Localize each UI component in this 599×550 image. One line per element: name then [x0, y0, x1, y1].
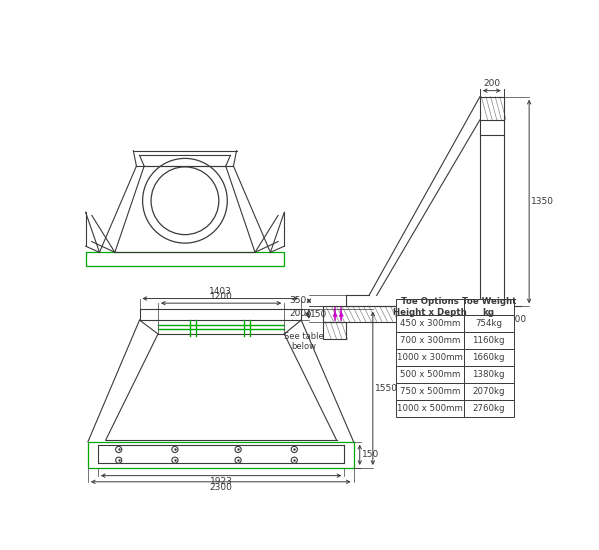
Text: 200: 200: [509, 316, 526, 324]
Text: 1000 x 300mm: 1000 x 300mm: [397, 353, 463, 362]
Text: 200: 200: [483, 79, 500, 89]
Text: 750 x 500mm: 750 x 500mm: [400, 387, 460, 396]
Bar: [396, 383, 464, 400]
Text: 450 x 300mm: 450 x 300mm: [400, 320, 460, 328]
Text: 754kg: 754kg: [475, 320, 502, 328]
Text: 1660kg: 1660kg: [473, 353, 505, 362]
Bar: [464, 400, 514, 417]
Text: 2070kg: 2070kg: [473, 387, 505, 396]
Bar: [464, 299, 514, 316]
Text: 1160kg: 1160kg: [473, 337, 505, 345]
Bar: [396, 316, 464, 332]
Bar: [396, 349, 464, 366]
Text: 2300: 2300: [209, 483, 232, 492]
Bar: [86, 252, 285, 266]
Text: 1550: 1550: [375, 384, 398, 393]
Text: 150: 150: [362, 450, 379, 459]
Text: 1923: 1923: [210, 477, 232, 486]
Bar: [396, 332, 464, 349]
Bar: [396, 400, 464, 417]
Text: 2760kg: 2760kg: [473, 404, 505, 413]
Text: 1200: 1200: [210, 292, 232, 301]
Text: 1000 x 500mm: 1000 x 500mm: [397, 404, 463, 413]
Text: 350: 350: [289, 296, 307, 305]
Text: 1350: 1350: [531, 197, 555, 206]
Bar: [323, 306, 504, 322]
Bar: [323, 322, 346, 339]
Text: 700 x 300mm: 700 x 300mm: [400, 337, 460, 345]
Bar: [396, 366, 464, 383]
Bar: [464, 366, 514, 383]
Bar: [464, 332, 514, 349]
Text: Toe Options
Height x Depth: Toe Options Height x Depth: [393, 298, 467, 317]
Text: See table
below: See table below: [284, 332, 323, 351]
Text: 200: 200: [289, 310, 307, 318]
Bar: [396, 299, 464, 316]
Bar: [88, 442, 353, 468]
Text: 500 x 500mm: 500 x 500mm: [400, 370, 460, 380]
Bar: [464, 316, 514, 332]
Bar: [464, 349, 514, 366]
Bar: [464, 383, 514, 400]
Text: Toe Weight
kg: Toe Weight kg: [461, 298, 516, 317]
Text: 1380kg: 1380kg: [473, 370, 505, 380]
Text: 150: 150: [310, 310, 327, 319]
Text: 1403: 1403: [209, 287, 232, 296]
